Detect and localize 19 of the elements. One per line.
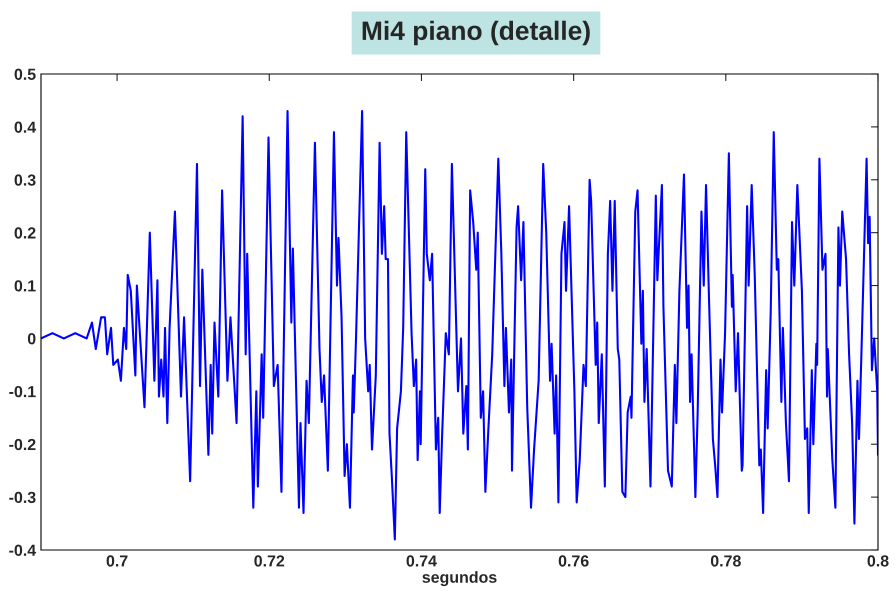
y-tick-label: 0.5 <box>14 68 36 80</box>
x-tick-label: 0.8 <box>868 555 889 567</box>
y-tick-label: 0.1 <box>14 280 36 292</box>
y-tick-label: -0.2 <box>9 438 36 450</box>
y-tick-label: 0.4 <box>14 122 36 133</box>
y-tick-label: 0 <box>28 333 36 344</box>
x-tick-label: 0.78 <box>710 555 741 567</box>
chart-title: Mi4 piano (detalle) <box>362 20 590 46</box>
x-tick-label: 0.72 <box>254 555 284 567</box>
x-tick-label: 0.7 <box>106 555 128 567</box>
x-axis-title: segundos <box>422 571 497 586</box>
y-tick-label: -0.1 <box>9 386 36 398</box>
x-tick-label: 0.76 <box>558 555 589 567</box>
y-tick-label: 0.2 <box>14 227 36 239</box>
line-series <box>41 110 878 540</box>
y-tick-label: -0.4 <box>9 544 36 556</box>
y-tick-label: -0.3 <box>9 492 36 504</box>
x-tick-label: 0.74 <box>406 555 437 567</box>
y-tick-label: 0.3 <box>14 174 36 186</box>
